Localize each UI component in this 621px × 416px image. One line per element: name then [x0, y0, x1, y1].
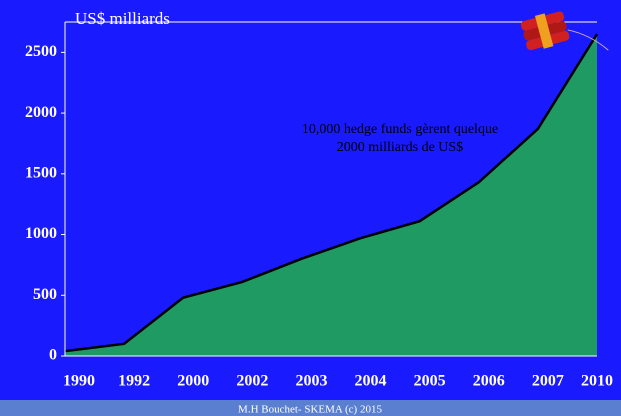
footer-bar [0, 400, 621, 416]
y-tick-label: 2500 [25, 43, 57, 60]
icon-part [567, 29, 609, 51]
x-tick-label: 2007 [532, 373, 564, 390]
icon-part [534, 13, 554, 49]
x-tick-label: 2006 [473, 373, 505, 390]
y-tick-label: 1000 [25, 225, 57, 242]
x-tick-label: 2003 [295, 373, 327, 390]
x-tick-label: 2010 [581, 373, 613, 390]
area [65, 34, 597, 357]
y-tick-label: 0 [49, 347, 57, 364]
plot [64, 33, 599, 357]
y-axis-label: US$ milliards [75, 9, 170, 28]
dynamite-icon [520, 11, 609, 51]
annotation: 10,000 hedge funds gèrent quelque [302, 122, 498, 137]
x-tick-label: 2004 [355, 373, 387, 390]
y-tick-label: 2000 [25, 104, 57, 121]
x-tick-label: 2002 [236, 373, 268, 390]
y-tick-label: 500 [33, 286, 57, 303]
x-tick-label: 1990 [63, 373, 95, 390]
x-tick-label: 1992 [118, 373, 150, 390]
footer: M.H Bouchet- SKEMA (c) 2015 [238, 404, 382, 416]
x-tick-label: 2000 [177, 373, 209, 390]
annotation: 2000 milliards de US$ [337, 140, 463, 155]
x-tick-label: 2005 [414, 373, 446, 390]
area-line [64, 33, 599, 353]
y-tick-label: 1500 [25, 164, 57, 181]
